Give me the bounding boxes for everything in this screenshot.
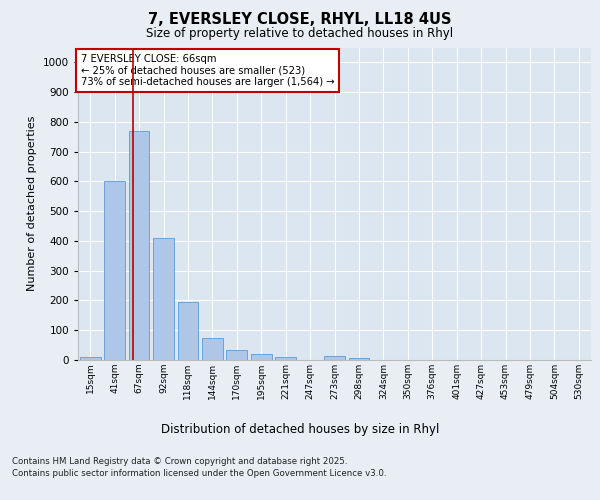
Y-axis label: Number of detached properties: Number of detached properties — [27, 116, 37, 292]
Text: Size of property relative to detached houses in Rhyl: Size of property relative to detached ho… — [146, 28, 454, 40]
Bar — [128, 131, 149, 360]
Text: Contains HM Land Registry data © Crown copyright and database right 2025.: Contains HM Land Registry data © Crown c… — [12, 457, 347, 466]
Bar — [202, 338, 223, 360]
Text: Distribution of detached houses by size in Rhyl: Distribution of detached houses by size … — [161, 422, 439, 436]
Text: 7, EVERSLEY CLOSE, RHYL, LL18 4US: 7, EVERSLEY CLOSE, RHYL, LL18 4US — [148, 12, 452, 28]
Bar — [251, 354, 272, 360]
Bar — [275, 357, 296, 360]
Bar — [178, 302, 199, 360]
Text: Contains public sector information licensed under the Open Government Licence v3: Contains public sector information licen… — [12, 469, 386, 478]
Bar — [153, 238, 174, 360]
Bar — [349, 358, 370, 360]
Text: 7 EVERSLEY CLOSE: 66sqm
← 25% of detached houses are smaller (523)
73% of semi-d: 7 EVERSLEY CLOSE: 66sqm ← 25% of detache… — [80, 54, 334, 87]
Bar — [226, 350, 247, 360]
Bar — [324, 356, 345, 360]
Bar — [104, 182, 125, 360]
Bar — [80, 357, 101, 360]
